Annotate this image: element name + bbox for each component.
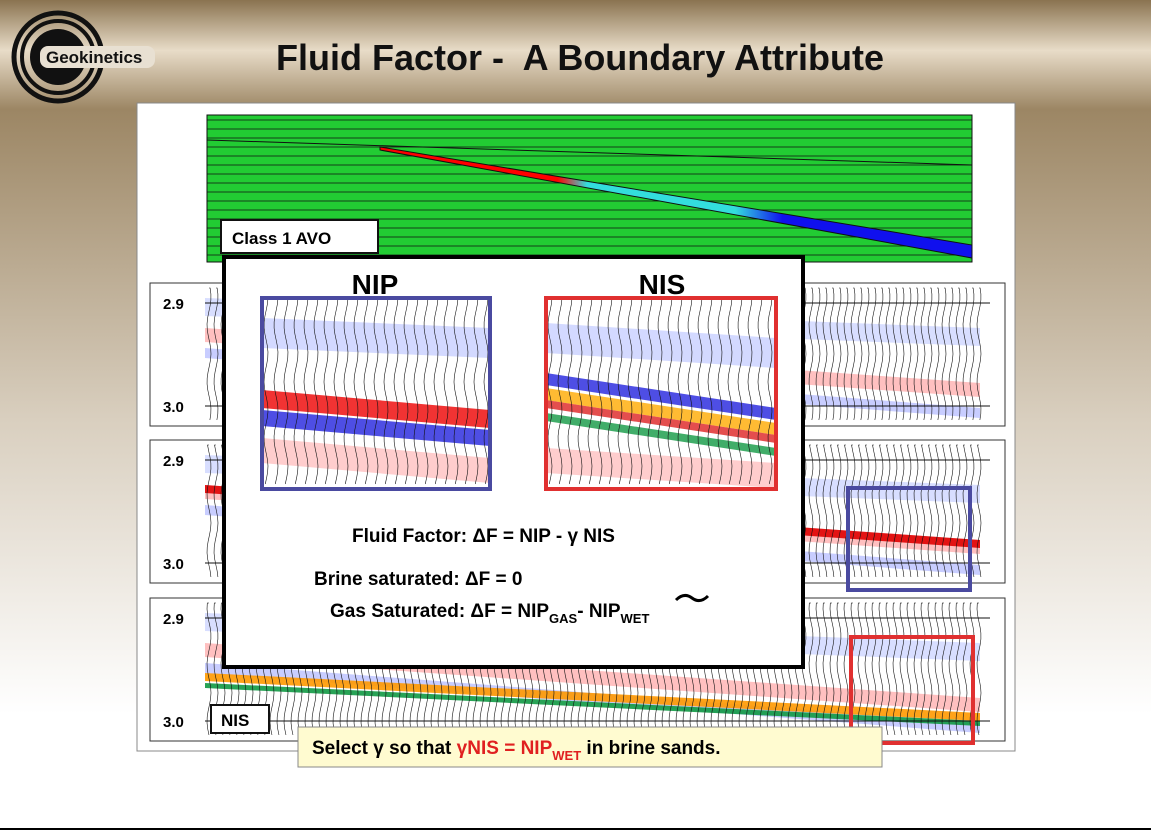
time-tick: 3.0 [163,556,184,573]
time-tick: 3.0 [163,399,184,416]
wet-sub: WET [621,611,650,626]
brine-equation: Brine saturated: ΔF = 0 [314,569,522,590]
caption-pre: Select γ so that [312,738,457,759]
page: {"header": {"logo": "Geokinetics", "titl… [0,0,1151,840]
caption-post: in brine sands. [581,738,720,759]
gas-lead: Gas Saturated: ΔF = NIP [330,601,549,622]
slide-title: Fluid Factor - A Boundary Attribute [276,37,884,78]
time-tick: 2.9 [163,296,184,313]
gas-term: NIP [589,601,621,622]
logo-text: Geokinetics [46,48,142,67]
caption-highlight: γNIS = NIP [457,738,553,759]
nip-window [262,298,490,489]
gas-mid: - [577,601,589,622]
time-tick: 3.0 [163,714,184,731]
nis-window [546,298,776,489]
gas-sub: GAS [549,611,578,626]
fluid-factor: Fluid Factor: ΔF = NIP - γ NIS [352,526,615,547]
time-tick: 2.9 [163,453,184,470]
model-label: Class 1 AVO [232,229,331,248]
panel-label: NIS [221,711,249,730]
slide: Geokinetics Fluid Factor - A Boundary At… [0,0,1151,840]
nis-title: NIS [639,269,686,300]
nip-title: NIP [352,269,399,300]
caption-sub: WET [552,748,581,763]
time-tick: 2.9 [163,611,184,628]
